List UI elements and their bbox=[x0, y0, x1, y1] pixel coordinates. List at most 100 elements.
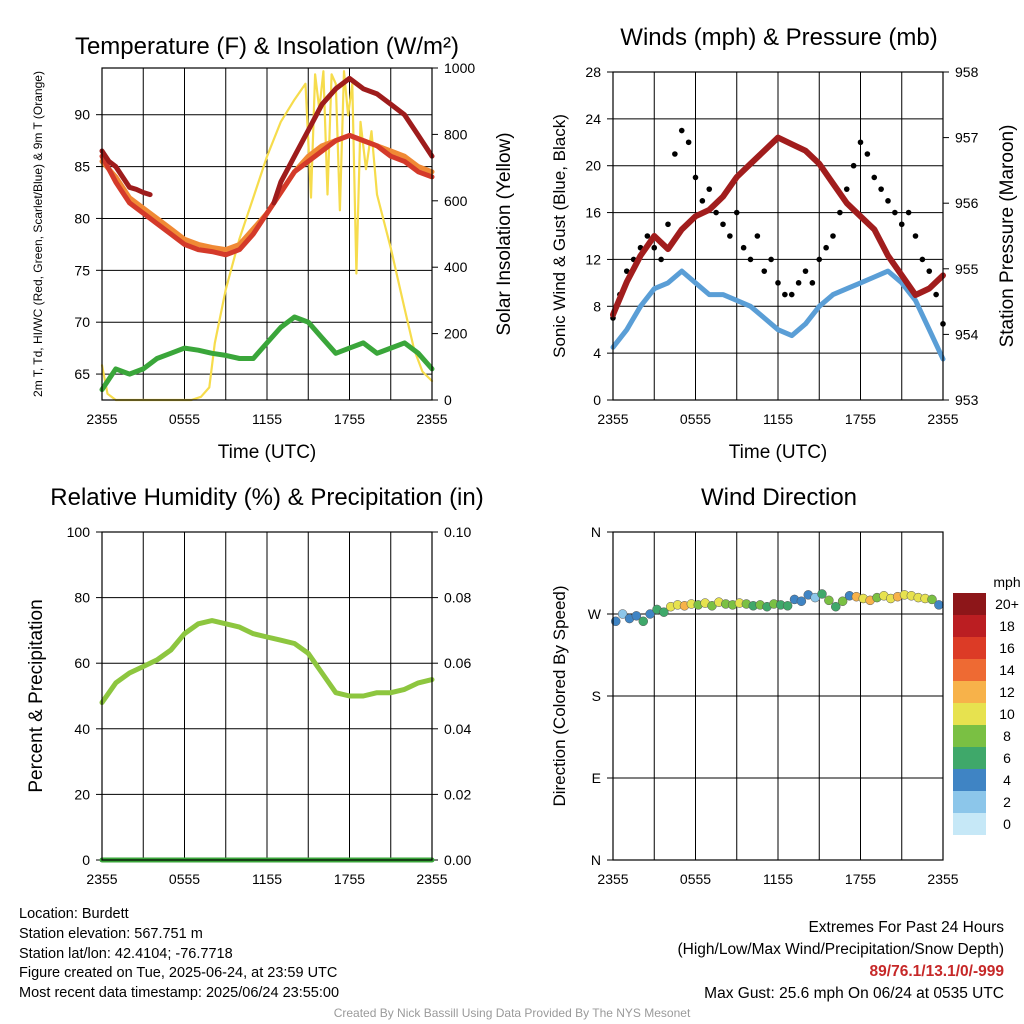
wind-xaxis-title: Time (UTC) bbox=[729, 442, 828, 463]
wind-gust-point bbox=[905, 209, 912, 216]
wind-y2tick-label: 953 bbox=[955, 392, 979, 408]
wind-gust-point bbox=[665, 221, 671, 228]
elevation-text: Station elevation: 567.751 m bbox=[19, 925, 203, 942]
rh-y2tick-label: 0.06 bbox=[444, 655, 471, 671]
wind-y2tick-label: 955 bbox=[955, 261, 979, 277]
wind-gust-point bbox=[898, 221, 905, 228]
wind-gust-point bbox=[919, 256, 926, 263]
created-text: Figure created on Tue, 2025-06-24, at 23… bbox=[19, 965, 338, 982]
wind-y2tick-label: 957 bbox=[955, 130, 979, 146]
wind-gust-point bbox=[623, 268, 630, 274]
legend-swatch bbox=[953, 747, 986, 769]
wind-yaxis-title: Sonic Wind & Gust (Blue, Black) bbox=[550, 114, 569, 358]
legend-swatch bbox=[953, 725, 986, 747]
wind-gust-point bbox=[892, 209, 898, 216]
dir-ytick-label: E bbox=[592, 770, 601, 786]
legend-label: 18 bbox=[999, 618, 1015, 634]
wind-y2tick-label: 954 bbox=[955, 326, 979, 342]
credit-text: Created By Nick Bassill Using Data Provi… bbox=[333, 1006, 691, 1020]
temp-y2tick-label: 400 bbox=[444, 259, 468, 275]
wind-gust-point bbox=[823, 244, 829, 251]
temp-y2axis-title: Solar Insolation (Yellow) bbox=[494, 132, 515, 335]
temp-xaxis-title: Time (UTC) bbox=[218, 442, 317, 463]
wind-y2tick-label: 958 bbox=[955, 64, 979, 80]
wind-gust-point bbox=[699, 198, 706, 204]
temp-xtick-label: 1755 bbox=[334, 411, 365, 427]
temp-xtick-label: 0555 bbox=[169, 411, 200, 427]
wind-gust-point bbox=[788, 291, 795, 298]
wind-ytick-label: 20 bbox=[585, 158, 601, 174]
direction-point bbox=[659, 607, 669, 617]
temp-xtick-label: 2355 bbox=[86, 411, 117, 427]
legend-label: 12 bbox=[999, 684, 1015, 700]
wind-gust-point bbox=[782, 291, 788, 298]
temp-ytick-label: 85 bbox=[74, 159, 90, 175]
temp-ytick-label: 80 bbox=[74, 210, 90, 226]
latlon-text: Station lat/lon: 42.4104; -76.7718 bbox=[19, 945, 233, 962]
wind-gust-point bbox=[843, 186, 850, 192]
wind-wind-line bbox=[610, 268, 946, 362]
rh-xtick-label: 1155 bbox=[252, 871, 282, 887]
direction-point bbox=[927, 594, 937, 605]
temp-temp-line bbox=[99, 132, 435, 258]
wind-xtick-label: 2355 bbox=[597, 411, 628, 427]
extremes-info: Extremes For Past 24 Hours (High/Low/Max… bbox=[678, 917, 1005, 1005]
rh-xtick-label: 0555 bbox=[169, 871, 200, 887]
dir-xtick-label: 0555 bbox=[680, 871, 711, 887]
location-text: Location: Burdett bbox=[19, 906, 129, 922]
wind-gust-point bbox=[672, 151, 678, 157]
legend-swatch bbox=[953, 703, 986, 725]
wind-gust-point bbox=[933, 291, 939, 298]
rh-rh-line bbox=[99, 618, 435, 706]
dir-xtick-label: 1755 bbox=[845, 871, 876, 887]
direction-point bbox=[645, 609, 655, 619]
wind-ytick-label: 24 bbox=[585, 111, 601, 127]
wind-ytick-label: 4 bbox=[593, 345, 601, 361]
extremes-title: Extremes For Past 24 Hours bbox=[808, 919, 1004, 936]
wind-gust-point bbox=[658, 256, 664, 263]
wind-gust-point bbox=[713, 209, 719, 216]
wind-gust-point bbox=[816, 256, 823, 263]
wind-gust-point bbox=[885, 198, 891, 204]
extremes-values: 89/76.1/13.1/0/-999 bbox=[869, 963, 1004, 980]
wind-ytick-label: 28 bbox=[585, 64, 601, 80]
rh-xtick-label: 2355 bbox=[416, 871, 447, 887]
temp-hiwc-line bbox=[99, 148, 153, 198]
wind-gust-point bbox=[706, 186, 713, 192]
direction-point bbox=[631, 611, 642, 621]
wind-gust-point bbox=[747, 256, 754, 263]
legend-swatch bbox=[953, 659, 986, 681]
legend-label: 16 bbox=[999, 640, 1015, 656]
direction-point bbox=[837, 596, 848, 606]
dir-plot-frame bbox=[612, 531, 944, 861]
temp-chart-title: Temperature (F) & Insolation (W/m²) bbox=[75, 33, 459, 60]
wind-gust-point bbox=[720, 221, 726, 228]
wind-gust-point bbox=[651, 244, 658, 251]
direction-point bbox=[782, 601, 793, 611]
wind-gust-point bbox=[678, 127, 685, 134]
dir-ytick-label: S bbox=[592, 688, 601, 704]
rh-xtick-label: 1755 bbox=[334, 871, 365, 887]
rh-plot-frame bbox=[101, 531, 433, 861]
wind-gust-point bbox=[768, 256, 774, 263]
wind-xtick-label: 0555 bbox=[680, 411, 711, 427]
wind-xtick-label: 2355 bbox=[927, 411, 958, 427]
temp-ytick-label: 65 bbox=[74, 366, 90, 382]
legend-label: 6 bbox=[1003, 750, 1011, 766]
wind-gust-point bbox=[912, 233, 919, 239]
wind-y2axis-title: Station Pressure (Maroon) bbox=[997, 125, 1018, 348]
dir-ytick-label: N bbox=[591, 852, 601, 868]
legend-label: 2 bbox=[1003, 794, 1011, 810]
wind-gust-point bbox=[809, 280, 816, 286]
temp-hiwc-line bbox=[271, 75, 435, 206]
dir-ytick-label: N bbox=[591, 524, 601, 540]
legend-label: 10 bbox=[999, 706, 1015, 722]
legend-label: 20+ bbox=[995, 596, 1019, 612]
temp-y2tick-label: 600 bbox=[444, 193, 468, 209]
legend-label: 0 bbox=[1003, 816, 1011, 832]
station-info: Location: Burdett Station elevation: 567… bbox=[19, 905, 339, 1004]
wind-gust-point bbox=[775, 280, 781, 286]
legend-swatch bbox=[953, 681, 986, 703]
extremes-description: (High/Low/Max Wind/Precipitation/Snow De… bbox=[677, 941, 1005, 958]
